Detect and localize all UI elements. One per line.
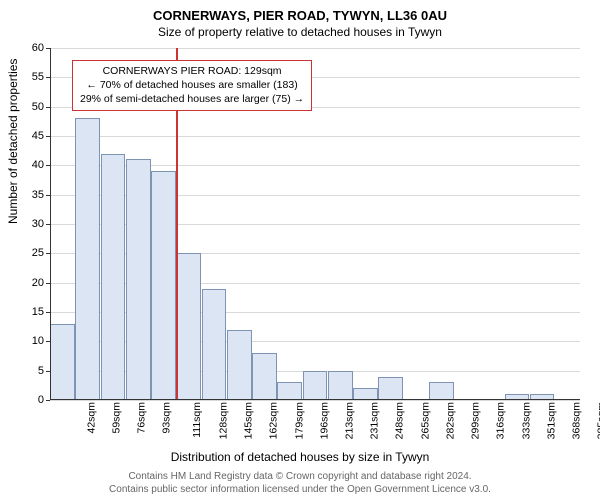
ytick-mark bbox=[46, 400, 50, 401]
xtick-label: 299sqm bbox=[470, 402, 482, 439]
histogram-bar bbox=[202, 289, 227, 400]
chart-title-main: CORNERWAYS, PIER ROAD, TYWYN, LL36 0AU bbox=[0, 0, 600, 23]
chart-title-sub: Size of property relative to detached ho… bbox=[0, 23, 600, 39]
ytick-label: 0 bbox=[4, 394, 44, 406]
ytick-label: 15 bbox=[4, 306, 44, 318]
xtick-label: 213sqm bbox=[343, 402, 355, 439]
histogram-bar bbox=[50, 324, 75, 400]
x-axis bbox=[50, 399, 580, 400]
xtick-label: 42sqm bbox=[85, 402, 97, 434]
histogram-bar bbox=[378, 377, 403, 400]
xtick-label: 248sqm bbox=[394, 402, 406, 439]
ytick-label: 60 bbox=[4, 42, 44, 54]
annotation-line: CORNERWAYS PIER ROAD: 129sqm bbox=[80, 64, 304, 78]
gridline bbox=[50, 136, 580, 137]
annotation-line: 29% of semi-detached houses are larger (… bbox=[80, 92, 304, 106]
histogram-bar bbox=[252, 353, 277, 400]
ytick-label: 20 bbox=[4, 277, 44, 289]
xtick-label: 93sqm bbox=[161, 402, 173, 434]
footer-line-2: Contains public sector information licen… bbox=[0, 484, 600, 497]
xtick-label: 111sqm bbox=[190, 402, 202, 438]
xtick-label: 351sqm bbox=[545, 402, 557, 439]
y-axis-label: Number of detached properties bbox=[6, 59, 20, 224]
histogram-bar bbox=[227, 330, 252, 400]
xtick-label: 59sqm bbox=[110, 402, 122, 434]
histogram-bar bbox=[126, 159, 151, 400]
annotation-line: ← 70% of detached houses are smaller (18… bbox=[80, 78, 304, 92]
xtick-label: 265sqm bbox=[419, 402, 431, 439]
footer-attribution: Contains HM Land Registry data © Crown c… bbox=[0, 471, 600, 496]
xtick-label: 231sqm bbox=[369, 402, 381, 439]
chart-plot-area: 05101520253035404550556042sqm59sqm76sqm9… bbox=[50, 48, 580, 400]
histogram-bar bbox=[277, 382, 302, 400]
xtick-label: 316sqm bbox=[495, 402, 507, 439]
x-axis-label: Distribution of detached houses by size … bbox=[0, 450, 600, 464]
xtick-label: 162sqm bbox=[268, 402, 280, 439]
gridline bbox=[50, 400, 580, 401]
xtick-label: 179sqm bbox=[293, 402, 305, 439]
xtick-label: 145sqm bbox=[242, 402, 254, 439]
histogram-bar bbox=[75, 118, 100, 400]
xtick-label: 385sqm bbox=[596, 402, 600, 439]
histogram-bar bbox=[101, 154, 126, 400]
xtick-label: 282sqm bbox=[444, 402, 456, 439]
histogram-bar bbox=[176, 253, 201, 400]
ytick-label: 25 bbox=[4, 247, 44, 259]
footer-line-1: Contains HM Land Registry data © Crown c… bbox=[0, 471, 600, 484]
gridline bbox=[50, 48, 580, 49]
histogram-bar bbox=[328, 371, 353, 400]
y-axis bbox=[50, 48, 51, 400]
ytick-label: 10 bbox=[4, 335, 44, 347]
histogram-bar bbox=[303, 371, 328, 400]
xtick-label: 128sqm bbox=[217, 402, 229, 439]
histogram-bar bbox=[429, 382, 454, 400]
xtick-label: 196sqm bbox=[318, 402, 330, 439]
xtick-label: 368sqm bbox=[571, 402, 583, 439]
histogram-bar bbox=[151, 171, 176, 400]
annotation-box: CORNERWAYS PIER ROAD: 129sqm← 70% of det… bbox=[72, 60, 312, 111]
ytick-label: 5 bbox=[4, 365, 44, 377]
xtick-label: 76sqm bbox=[136, 402, 148, 434]
xtick-label: 333sqm bbox=[520, 402, 532, 439]
